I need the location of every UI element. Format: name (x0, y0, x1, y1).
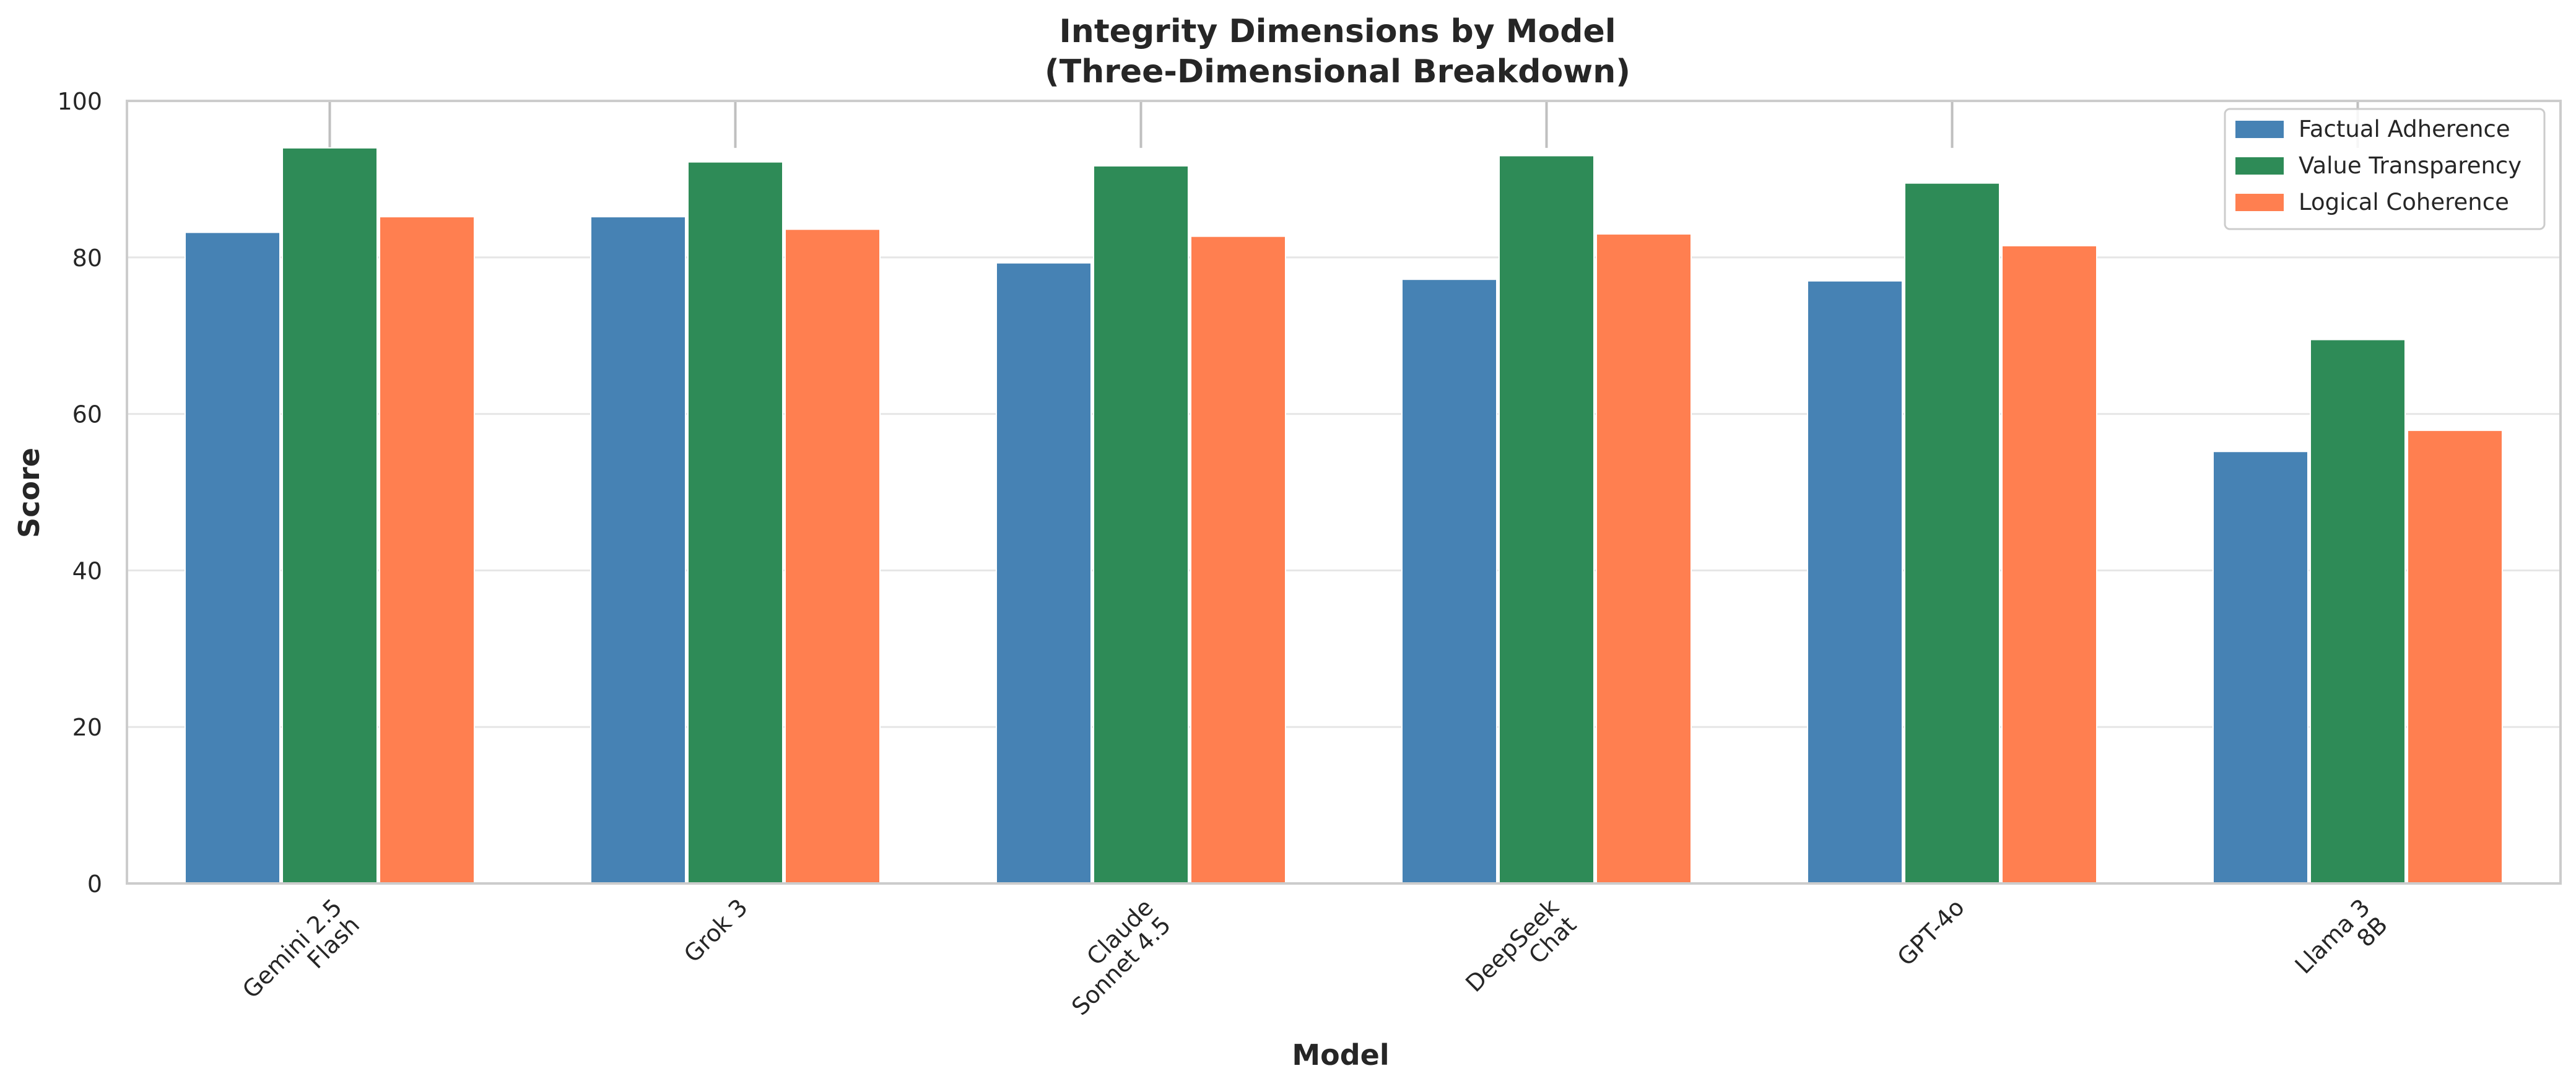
legend-swatch (2235, 121, 2284, 138)
chart-title: Integrity Dimensions by Model (1059, 13, 1616, 50)
bar-factual-adherence (2213, 451, 2308, 884)
bar-value-transparency (2310, 339, 2406, 884)
bar-logical-coherence (1596, 233, 1692, 884)
bar-logical-coherence (1190, 235, 1286, 884)
y-tick-labels: 0 20 40 60 80 100 (57, 88, 102, 898)
bar-logical-coherence (379, 216, 475, 884)
bar-value-transparency (1904, 182, 2000, 885)
bar-logical-coherence (2407, 430, 2503, 884)
y-tick-label: 80 (72, 245, 102, 272)
bar-logical-coherence (2001, 245, 2097, 885)
legend-label: Factual Adherence (2299, 116, 2510, 142)
chart-subtitle: (Three-Dimensional Breakdown) (1045, 53, 1630, 90)
bar-value-transparency (1499, 155, 1595, 885)
x-axis-label: Model (1292, 1038, 1389, 1072)
bar-value-transparency (282, 147, 378, 885)
legend-label: Logical Coherence (2299, 189, 2509, 215)
bar-value-transparency (1093, 165, 1189, 884)
legend-swatch (2235, 194, 2284, 211)
legend-swatch (2235, 157, 2284, 175)
bar-logical-coherence (785, 228, 881, 884)
y-tick-label: 40 (72, 557, 102, 584)
bar-factual-adherence (1401, 279, 1497, 884)
legend-box (2224, 108, 2546, 230)
y-tick-label: 0 (87, 870, 102, 898)
plot-frame (126, 100, 2562, 885)
y-axis-label: Score (12, 448, 46, 538)
legend-label: Value Transparency (2299, 152, 2522, 179)
bar-factual-adherence (590, 216, 686, 884)
y-tick-label: 100 (57, 88, 102, 115)
bar-factual-adherence (996, 262, 1092, 884)
y-tick-label: 60 (72, 401, 102, 428)
bars (185, 147, 2503, 885)
y-tick-label: 20 (72, 714, 102, 741)
bar-value-transparency (687, 161, 783, 884)
bar-factual-adherence (1807, 280, 1903, 885)
legend: Factual Adherence Value Transparency Logic… (2224, 108, 2546, 230)
bar-factual-adherence (185, 232, 281, 884)
